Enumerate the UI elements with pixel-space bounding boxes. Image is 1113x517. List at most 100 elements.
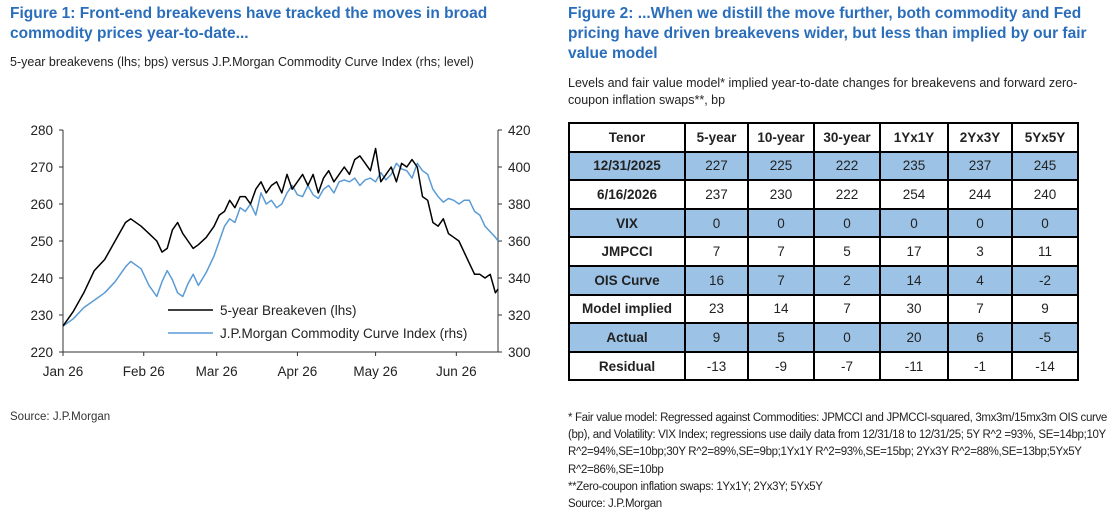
fair-value-table: Tenor 5-year 10-year 30-year 1Yx1Y 2Yx3Y 5Yx5Y… — [568, 122, 1079, 382]
table-cell: -11 — [879, 350, 949, 382]
chart-lines — [62, 147, 499, 327]
table-cell: 20 — [879, 322, 949, 353]
table-cell: 6 — [947, 322, 1013, 353]
table-body: 12/31/2025 227 225 222 235 237 245 6/16/2026 237… — [568, 150, 1079, 382]
table-header-5yx5y: 5Yx5Y — [1011, 122, 1079, 153]
table-cell: 237 — [947, 150, 1013, 182]
table-cell: 0 — [813, 322, 881, 353]
table-cell: 11 — [1011, 236, 1079, 267]
table-cell: 225 — [747, 150, 815, 182]
y-left-tick-label: 260 — [30, 197, 53, 212]
table-cell: 237 — [684, 179, 749, 210]
table-cell: -5 — [1011, 322, 1079, 353]
table-cell: -13 — [684, 350, 749, 382]
table-header-1yx1y: 1Yx1Y — [879, 122, 949, 153]
table-row: VIX 0 0 0 0 0 0 — [568, 207, 1079, 239]
table-cell: 227 — [684, 150, 749, 182]
table-cell: 230 — [747, 179, 815, 210]
table-row: OIS Curve 16 7 2 14 4 -2 — [568, 264, 1079, 296]
legend-label: J.P.Morgan Commodity Curve Index (rhs) — [220, 326, 467, 341]
series-line-breakeven — [62, 147, 499, 327]
y-left-tick-label: 220 — [30, 345, 53, 360]
table-cell: 7 — [684, 236, 749, 267]
table-cell: 9 — [1011, 293, 1079, 325]
table-header-row: Tenor 5-year 10-year 30-year 1Yx1Y 2Yx3Y 5Yx5Y — [568, 122, 1079, 153]
table-cell: 245 — [1011, 150, 1079, 182]
footnote-fair-value-model: * Fair value model: Regressed against Co… — [568, 412, 1107, 476]
x-tick-label: Mar 26 — [196, 364, 238, 379]
table-cell: 7 — [747, 236, 815, 267]
table-row-label: JMPCCI — [568, 236, 686, 267]
table-row-label: Actual — [568, 322, 686, 353]
table-cell: -14 — [1011, 350, 1079, 382]
table-cell: 23 — [684, 293, 749, 325]
table-row: Model implied 23 14 7 30 7 9 — [568, 293, 1079, 325]
y-right-tick-label: 380 — [508, 197, 531, 212]
figure2-subtitle: Levels and fair value model* implied yea… — [568, 76, 1078, 107]
table-cell: 0 — [947, 207, 1013, 239]
figure2-footnotes: * Fair value model: Regressed against Co… — [568, 410, 1108, 513]
table-row-label: 6/16/2026 — [568, 179, 686, 210]
table-cell: 4 — [947, 264, 1013, 296]
table-cell: 7 — [747, 264, 815, 296]
figure1-title: Figure 1: Front-end breakevens have trac… — [10, 5, 488, 42]
table-cell: 0 — [747, 207, 815, 239]
y-right-tick-label: 360 — [508, 234, 531, 249]
y-left-tick-label: 240 — [30, 271, 53, 286]
table-cell: -1 — [947, 350, 1013, 382]
table-cell: 2 — [813, 264, 881, 296]
table-cell: -7 — [813, 350, 881, 382]
table-cell: -9 — [747, 350, 815, 382]
table-header-2yx3y: 2Yx3Y — [947, 122, 1013, 153]
table-header-5-year: 5-year — [684, 122, 749, 153]
table-header-10-year: 10-year — [747, 122, 815, 153]
table-cell: 222 — [813, 179, 881, 210]
table-cell: -2 — [1011, 264, 1079, 296]
table-cell: 3 — [947, 236, 1013, 267]
table-row: Actual 9 5 0 20 6 -5 — [568, 322, 1079, 353]
table-cell: 0 — [684, 207, 749, 239]
table-row: Residual -13 -9 -7 -11 -1 -14 — [568, 350, 1079, 382]
table-cell: 14 — [879, 264, 949, 296]
table-row-label: OIS Curve — [568, 264, 686, 296]
table-cell: 30 — [879, 293, 949, 325]
table-cell: 7 — [947, 293, 1013, 325]
legend-label: 5-year Breakeven (lhs) — [220, 303, 357, 318]
table-cell: 244 — [947, 179, 1013, 210]
y-left-tick-label: 230 — [30, 308, 53, 323]
y-left-tick-label: 250 — [30, 234, 53, 249]
table-header-30-year: 30-year — [813, 122, 881, 153]
chart-legend: 5-year Breakeven (lhs) J.P.Morgan Commodi… — [168, 303, 467, 341]
x-tick-label: Jan 26 — [43, 364, 84, 379]
table-cell: 254 — [879, 179, 949, 210]
table-cell: 0 — [813, 207, 881, 239]
table-cell: 0 — [1011, 207, 1079, 239]
table-header-tenor: Tenor — [568, 122, 686, 153]
figure1-subtitle: 5-year breakevens (lhs; bps) versus J.P.… — [10, 55, 474, 69]
table-cell: 5 — [813, 236, 881, 267]
table-cell: 235 — [879, 150, 949, 182]
x-tick-label: Jun 26 — [436, 364, 477, 379]
y-right-tick-label: 420 — [508, 123, 531, 138]
chart-axes: 220 230 240 250 260 270 280 300 320 340 360 380 400 4… — [30, 123, 530, 379]
table-cell: 222 — [813, 150, 881, 182]
table-cell: 9 — [684, 322, 749, 353]
y-right-tick-label: 320 — [508, 308, 531, 323]
figure2-source: Source: J.P.Morgan — [568, 498, 662, 511]
table-cell: 0 — [879, 207, 949, 239]
table-row: 6/16/2026 237 230 222 254 244 240 — [568, 179, 1079, 210]
table-row: JMPCCI 7 7 5 17 3 11 — [568, 236, 1079, 267]
table-row-label: 12/31/2025 — [568, 150, 686, 182]
table-row-label: Residual — [568, 350, 686, 382]
y-right-tick-label: 400 — [508, 160, 531, 175]
x-tick-label: Apr 26 — [278, 364, 318, 379]
table-row: 12/31/2025 227 225 222 235 237 245 — [568, 150, 1079, 182]
table-row-label: Model implied — [568, 293, 686, 325]
y-left-tick-label: 270 — [30, 160, 53, 175]
table-cell: 17 — [879, 236, 949, 267]
table-cell: 16 — [684, 264, 749, 296]
y-left-tick-label: 280 — [30, 123, 53, 138]
table-cell: 7 — [813, 293, 881, 325]
footnote-zero-coupon: **Zero-coupon inflation swaps: 1Yx1Y; 2Y… — [568, 480, 823, 493]
y-right-tick-label: 340 — [508, 271, 531, 286]
